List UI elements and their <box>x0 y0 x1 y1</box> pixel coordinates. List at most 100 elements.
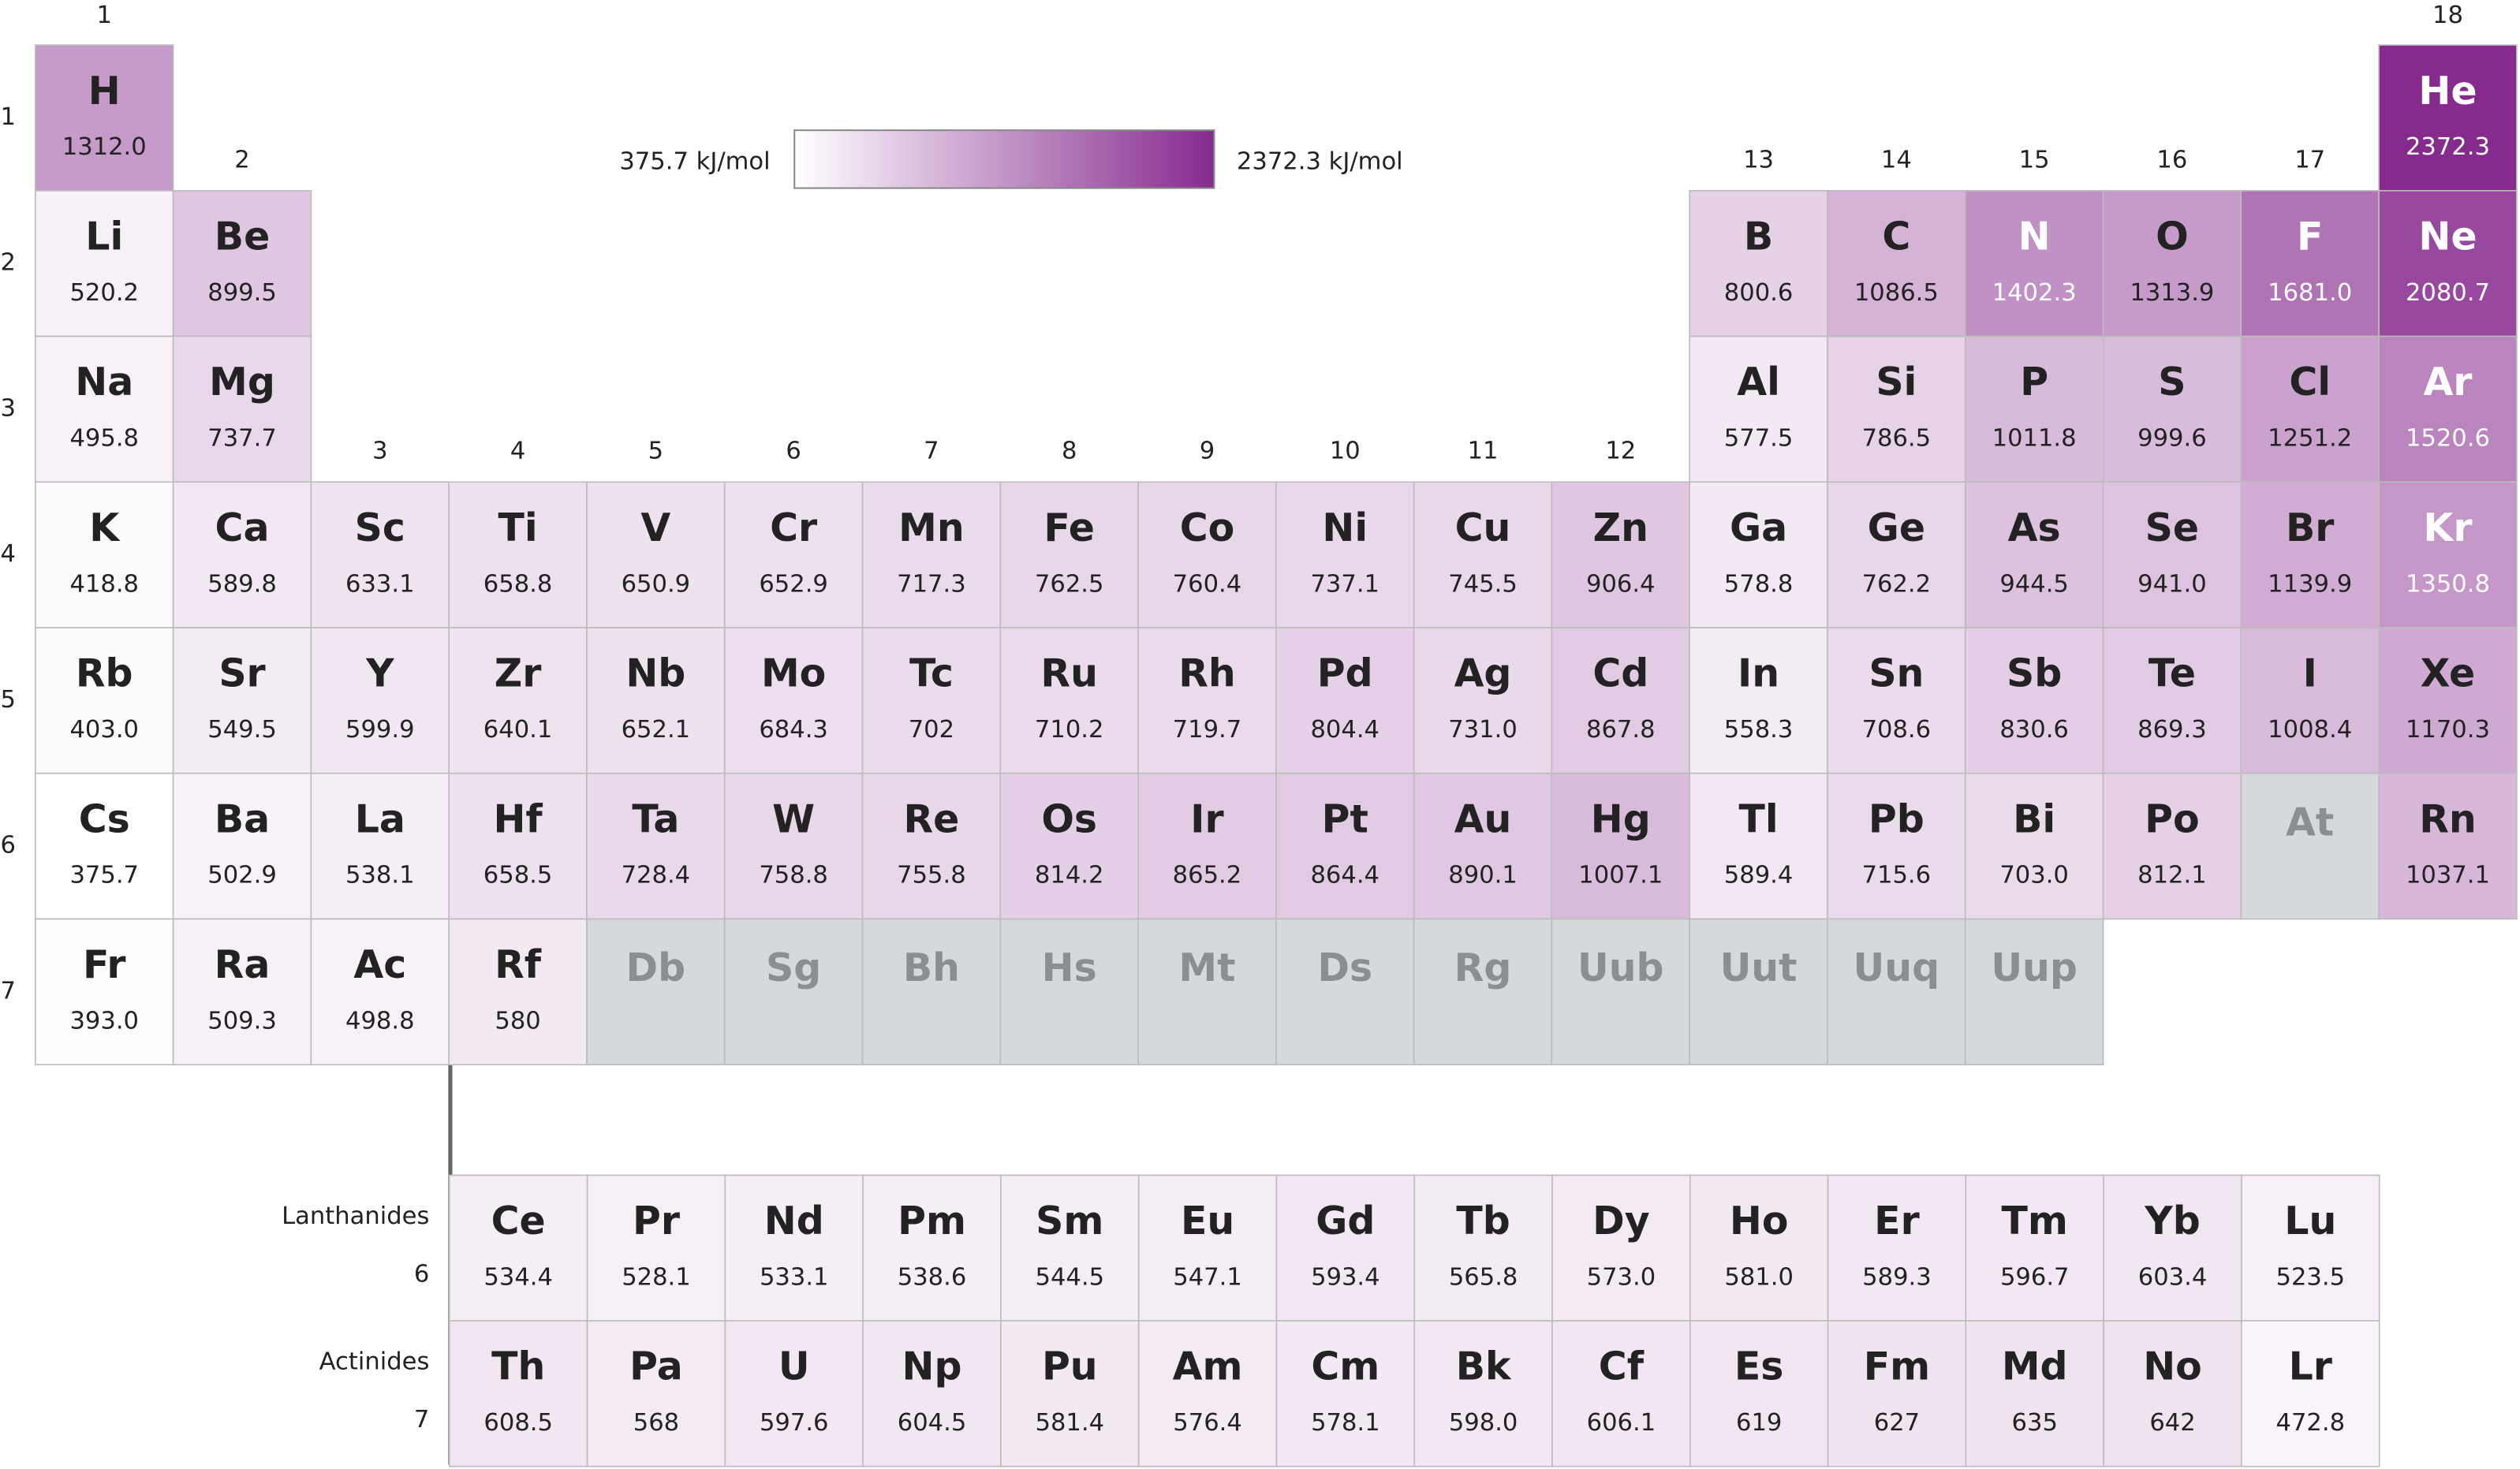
element-cell <box>586 1174 726 1322</box>
element-symbol: Yb <box>2144 1199 2200 1243</box>
element-symbol: Pd <box>1317 651 1373 696</box>
element-cell <box>1964 481 2104 628</box>
element-cell <box>448 627 588 774</box>
element-symbol: Bi <box>2013 796 2055 841</box>
element-symbol: Sg <box>766 945 821 990</box>
element-cell <box>1413 918 1553 1066</box>
element-cell <box>2378 44 2518 192</box>
element-symbol: Ac <box>353 942 406 987</box>
element-value: 593.4 <box>1311 1263 1380 1291</box>
element-symbol: Tm <box>2002 1199 2068 1243</box>
element-symbol: Eu <box>1181 1199 1234 1243</box>
element-value: 745.5 <box>1448 570 1518 598</box>
element-cell <box>1964 335 2104 483</box>
element-value: 598.0 <box>1449 1409 1518 1437</box>
element-cell <box>1964 190 2104 337</box>
element-symbol: Tb <box>1456 1199 1510 1243</box>
element-symbol: Lu <box>2284 1199 2336 1243</box>
element-cell <box>999 481 1139 628</box>
element-symbol: Cs <box>79 796 130 841</box>
element-symbol: Nb <box>625 651 685 696</box>
element-value: 719.7 <box>1173 716 1242 744</box>
element-cell <box>1827 481 1966 628</box>
period-label: 3 <box>0 394 15 422</box>
element-cell <box>586 772 726 920</box>
element-symbol: Rn <box>2419 796 2477 841</box>
element-cell <box>35 772 174 920</box>
element-cell <box>1275 918 1415 1066</box>
element-symbol: B <box>1744 214 1773 259</box>
element-symbol: At <box>2286 800 2334 844</box>
element-symbol: In <box>1738 651 1779 696</box>
element-cell <box>2378 190 2518 337</box>
element-value: 830.6 <box>1999 716 2069 744</box>
element-symbol: No <box>2143 1344 2202 1389</box>
element-cell <box>1689 918 1828 1066</box>
element-symbol: Ho <box>1730 1199 1789 1243</box>
element-value: 403.0 <box>69 716 139 744</box>
element-value: 906.4 <box>1586 570 1656 598</box>
element-value: 864.4 <box>1310 862 1379 889</box>
element-symbol: Ds <box>1317 945 1372 990</box>
element-value: 1011.8 <box>1992 425 2077 453</box>
element-symbol: I <box>2303 651 2317 696</box>
element-cell <box>172 627 312 774</box>
element-value: 652.9 <box>759 570 828 598</box>
element-cell <box>1137 918 1277 1066</box>
element-symbol: Na <box>75 360 133 405</box>
element-value: 658.8 <box>483 570 553 598</box>
element-symbol: Hf <box>493 796 543 841</box>
element-symbol: Be <box>215 214 270 259</box>
legend-gradient <box>793 129 1215 189</box>
element-symbol: Cr <box>770 505 817 550</box>
element-value: 1170.3 <box>2406 716 2490 744</box>
element-value: 393.0 <box>69 1007 139 1035</box>
element-value: 715.6 <box>1862 862 1932 889</box>
element-cell <box>1275 1320 1416 1467</box>
element-value: 737.7 <box>207 425 277 453</box>
element-value: 865.2 <box>1173 862 1242 889</box>
element-value: 606.1 <box>1587 1409 1656 1437</box>
element-cell <box>2102 772 2242 920</box>
element-cell <box>1827 190 1966 337</box>
element-cell <box>1413 481 1553 628</box>
element-symbol: Es <box>1734 1344 1784 1389</box>
element-symbol: Cl <box>2289 360 2331 405</box>
element-cell <box>172 481 312 628</box>
group-label: 11 <box>1468 437 1499 464</box>
element-value: 589.3 <box>1862 1263 1932 1291</box>
element-value: 728.4 <box>622 862 691 889</box>
group-label: 3 <box>372 437 387 464</box>
element-value: 702 <box>909 716 954 744</box>
element-symbol: Th <box>491 1344 545 1389</box>
element-cell <box>1551 1174 1691 1322</box>
element-cell <box>35 190 174 337</box>
element-cell <box>2102 335 2242 483</box>
element-cell <box>1965 1320 2104 1467</box>
element-cell <box>1551 918 1690 1066</box>
element-cell <box>2102 627 2242 774</box>
element-cell <box>723 918 864 1066</box>
element-cell <box>2241 1174 2380 1322</box>
element-cell <box>1275 481 1415 628</box>
element-symbol: Np <box>902 1344 962 1389</box>
element-symbol: Dy <box>1592 1199 1650 1243</box>
element-symbol: Mg <box>209 360 275 405</box>
element-value: 597.6 <box>760 1409 829 1437</box>
period-label: 7 <box>0 977 15 1005</box>
element-symbol: He <box>2418 69 2477 114</box>
element-cell <box>1827 335 1966 483</box>
element-value: 812.1 <box>2137 862 2207 889</box>
element-symbol: Bh <box>903 945 960 990</box>
element-value: 684.3 <box>759 716 828 744</box>
group-label: 1 <box>97 2 112 29</box>
element-symbol: Sc <box>355 505 405 550</box>
element-symbol: Tc <box>909 651 954 696</box>
element-cell <box>1689 335 1828 483</box>
f-block-period: 7 <box>414 1406 429 1434</box>
element-cell <box>586 481 726 628</box>
element-value: 578.8 <box>1724 570 1794 598</box>
element-symbol: S <box>2158 360 2186 405</box>
element-cell <box>724 1320 864 1467</box>
element-value: 418.8 <box>69 570 139 598</box>
